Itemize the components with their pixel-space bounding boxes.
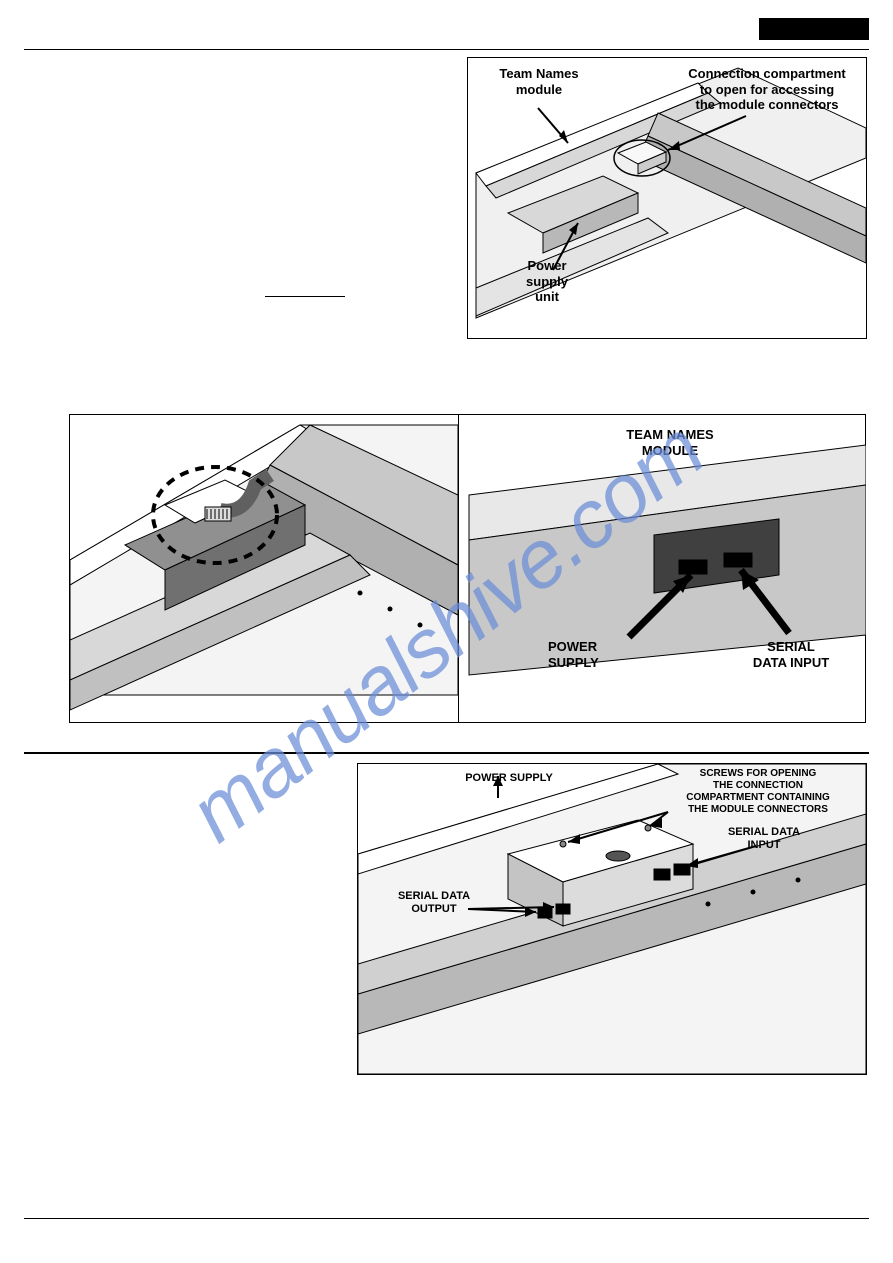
label-team-names-module-title: TEAM NAMESMODULE	[600, 427, 740, 458]
figure-2-right-svg	[459, 415, 866, 722]
label-power-supply-2: POWERSUPPLY	[548, 639, 638, 670]
bottom-horizontal-rule	[24, 1218, 869, 1219]
figure-2-connector-detail-pair: TEAM NAMESMODULE POWERSUPPLY SERIALDATA …	[69, 414, 866, 723]
label-screws: SCREWS FOR OPENINGTHE CONNECTIONCOMPARTM…	[658, 768, 858, 816]
label-power-supply-3: POWER SUPPLY	[454, 772, 564, 785]
label-power-supply-unit: Powersupplyunit	[512, 258, 582, 305]
label-serial-data-input-2: SERIALDATA INPUT	[736, 639, 846, 670]
label-serial-data-output: SERIAL DATAOUTPUT	[384, 890, 484, 916]
figure-2-left-svg	[70, 415, 458, 722]
text-underline-artifact	[265, 296, 345, 299]
label-team-names-module: Team Namesmodule	[484, 66, 594, 97]
mid-horizontal-rule	[24, 752, 869, 754]
label-connection-compartment: Connection compartmentto open for access…	[674, 66, 860, 113]
header-black-box	[759, 18, 869, 40]
top-horizontal-rule	[24, 49, 869, 50]
figure-3-connection-box-detail: POWER SUPPLY SCREWS FOR OPENINGTHE CONNE…	[357, 763, 867, 1075]
figure-1-team-names-overview: Team Namesmodule Connection compartmentt…	[467, 57, 867, 339]
label-serial-data-input-3: SERIAL DATAINPUT	[714, 826, 814, 852]
